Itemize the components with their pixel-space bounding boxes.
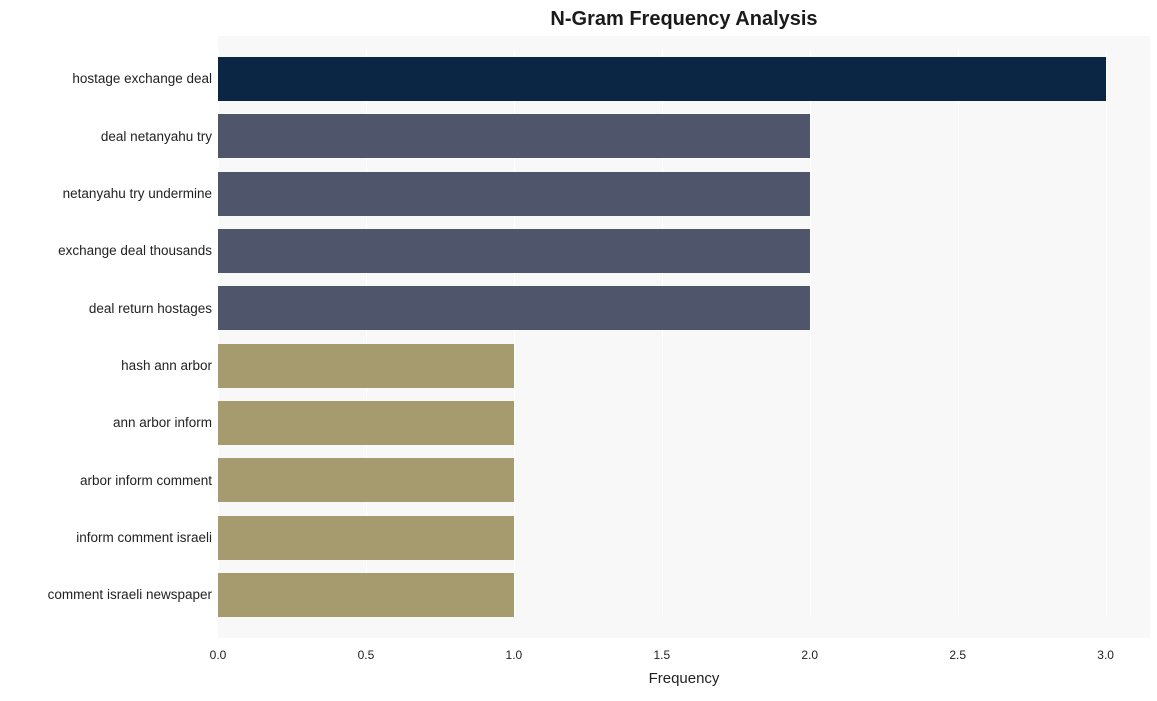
x-tick-label: 2.5	[949, 648, 966, 662]
y-axis-label: comment israeli newspaper	[0, 588, 212, 602]
bar	[218, 458, 514, 502]
y-axis-label: inform comment israeli	[0, 531, 212, 545]
bar	[218, 229, 810, 273]
gridline	[810, 36, 811, 638]
bar	[218, 57, 1106, 101]
bar	[218, 573, 514, 617]
row-gap	[218, 36, 1150, 50]
x-tick-label: 3.0	[1097, 648, 1114, 662]
ngram-chart: N-Gram Frequency Analysis hostage exchan…	[0, 0, 1157, 701]
y-axis-label: netanyahu try undermine	[0, 187, 212, 201]
x-tick-label: 0.0	[210, 648, 227, 662]
bar	[218, 172, 810, 216]
y-axis-label: exchange deal thousands	[0, 244, 212, 258]
x-axis-label: Frequency	[624, 670, 744, 687]
x-tick-label: 0.5	[358, 648, 375, 662]
row-gap	[218, 617, 1150, 638]
y-axis-label: deal netanyahu try	[0, 130, 212, 144]
gridline	[958, 36, 959, 638]
bar	[218, 516, 514, 560]
y-axis-label: hash ann arbor	[0, 359, 212, 373]
gridline	[1106, 36, 1107, 638]
chart-title: N-Gram Frequency Analysis	[106, 8, 1157, 31]
bar	[218, 286, 810, 330]
bar	[218, 344, 514, 388]
y-axis-label: hostage exchange deal	[0, 72, 212, 86]
y-axis-label: ann arbor inform	[0, 416, 212, 430]
plot-area	[218, 36, 1150, 638]
bar	[218, 401, 514, 445]
y-axis-label: deal return hostages	[0, 302, 212, 316]
x-tick-label: 1.0	[506, 648, 523, 662]
x-tick-label: 2.0	[801, 648, 818, 662]
x-tick-label: 1.5	[653, 648, 670, 662]
bar	[218, 114, 810, 158]
y-axis-label: arbor inform comment	[0, 474, 212, 488]
